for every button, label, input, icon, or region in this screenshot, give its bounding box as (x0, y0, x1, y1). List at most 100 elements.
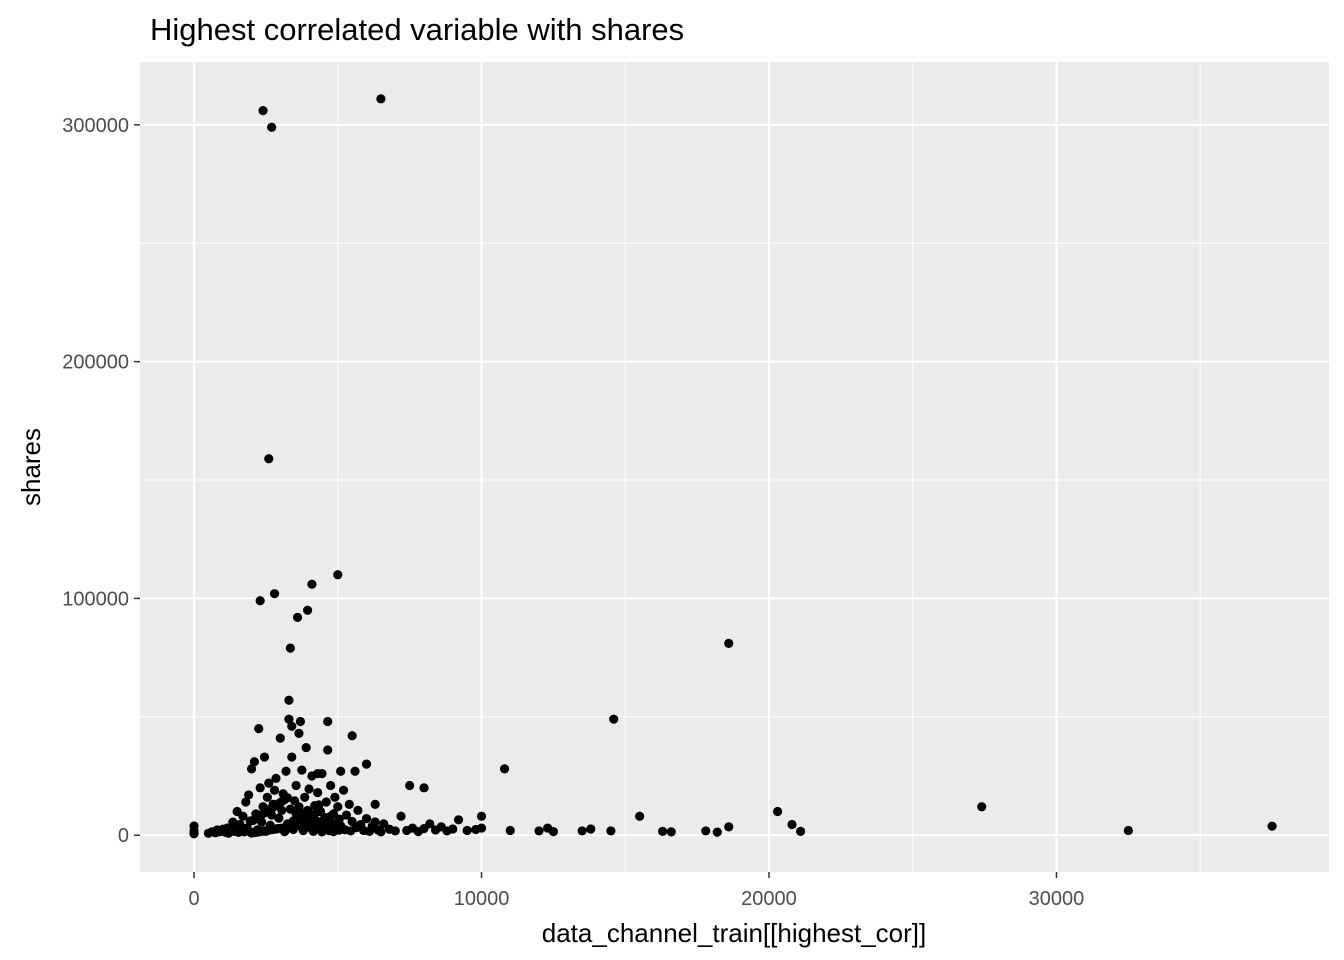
data-point (448, 824, 458, 834)
data-point (305, 823, 316, 833)
data-point (304, 784, 314, 794)
data-point (238, 811, 248, 821)
data-point (330, 792, 340, 802)
y-axis-ticks: 0 100000 200000 300000 (62, 115, 140, 847)
data-point (390, 826, 400, 836)
data-point (350, 766, 360, 776)
data-point (246, 764, 257, 774)
data-point (548, 827, 558, 837)
data-point (291, 809, 301, 819)
data-point (1123, 825, 1133, 836)
data-point (284, 695, 294, 705)
data-point (505, 825, 515, 836)
data-point (262, 792, 272, 802)
x-tick-label: 20000 (741, 888, 797, 910)
data-point (297, 822, 307, 832)
data-point (307, 579, 317, 589)
y-tick-label: 300000 (62, 115, 129, 137)
data-point (297, 765, 307, 775)
y-tick-label: 100000 (62, 588, 129, 610)
data-point (269, 785, 280, 795)
data-point (724, 822, 734, 832)
data-point (287, 721, 297, 731)
data-point (425, 819, 435, 829)
data-point (347, 731, 357, 741)
data-point (274, 813, 284, 823)
data-point (241, 797, 251, 807)
data-point (341, 810, 352, 820)
data-point (321, 797, 331, 807)
data-point (476, 823, 487, 833)
data-point (271, 773, 281, 783)
data-point (361, 814, 372, 824)
data-point (258, 106, 268, 116)
data-point (249, 757, 260, 767)
data-point (379, 819, 389, 829)
y-axis-title: shares (16, 428, 46, 506)
data-point (294, 728, 304, 738)
data-point (284, 714, 294, 724)
data-point (499, 764, 510, 774)
data-point (609, 714, 619, 724)
data-point (344, 799, 354, 810)
data-point (292, 612, 303, 622)
x-tick-label: 10000 (454, 888, 510, 910)
data-point (287, 752, 297, 762)
minor-gridlines (140, 62, 1329, 872)
data-point (323, 745, 333, 755)
data-point (294, 802, 304, 812)
data-point (285, 643, 295, 653)
data-point (1267, 821, 1277, 831)
data-point (255, 783, 265, 793)
data-point (259, 752, 270, 762)
data-point (724, 638, 734, 648)
data-point (275, 733, 285, 743)
data-point (476, 811, 487, 821)
data-point (977, 802, 987, 812)
data-point (635, 811, 645, 821)
data-point (796, 826, 806, 836)
plot-panel (140, 62, 1329, 872)
data-point (586, 824, 596, 834)
data-point (189, 821, 199, 831)
data-point (288, 816, 298, 826)
data-point (244, 790, 254, 800)
data-point (534, 826, 544, 836)
data-point (300, 814, 310, 824)
data-point (370, 817, 380, 827)
data-point (376, 827, 386, 837)
x-tick-label: 30000 (1029, 888, 1085, 910)
data-point (453, 815, 464, 825)
data-point (269, 589, 280, 599)
y-tick-label: 0 (118, 825, 129, 847)
data-point (336, 766, 346, 776)
data-point (701, 826, 711, 836)
x-axis-title: data_channel_train[[highest_cor]] (542, 918, 927, 948)
data-point (712, 827, 722, 837)
data-point (314, 800, 324, 810)
data-point (282, 793, 293, 803)
data-point (338, 785, 349, 795)
data-point (325, 811, 336, 821)
data-point (370, 799, 380, 810)
data-points (189, 94, 1277, 839)
data-point (301, 742, 311, 753)
data-point (334, 825, 344, 835)
x-tick-label: 0 (188, 888, 199, 910)
data-point (666, 827, 676, 837)
data-point (333, 802, 343, 812)
data-point (291, 780, 301, 791)
data-point (254, 724, 264, 734)
data-point (606, 826, 616, 836)
data-point (462, 825, 472, 836)
data-point (313, 769, 323, 779)
data-point (264, 454, 274, 464)
data-point (308, 815, 318, 825)
data-point (313, 787, 323, 798)
data-point (311, 807, 321, 818)
data-point (264, 778, 274, 788)
data-point (376, 94, 386, 104)
chart-title: Highest correlated variable with shares (150, 12, 684, 47)
data-point (773, 806, 783, 817)
